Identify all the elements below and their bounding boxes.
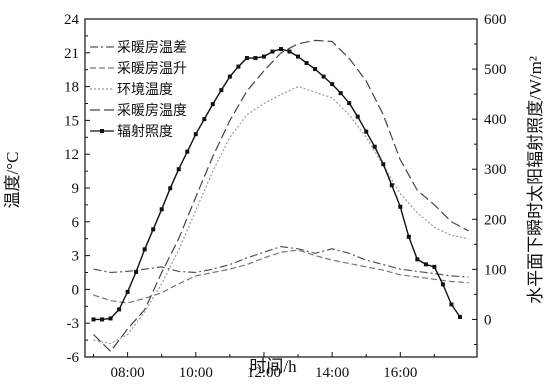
left-y-axis: -6 -3 0 3 6 9 12 15 18 21 24 [64,12,90,366]
series-5-marker [449,302,454,307]
y2-axis-title: 水平面下瞬时太阳辐射照度/W/m² [526,56,545,304]
x-tick-label: 14:00 [315,365,349,381]
legend-label: 采暖房温度 [117,103,187,119]
series-line-5 [93,48,461,321]
series-5-marker [117,307,122,312]
x-axis-title: 时间/h [249,357,297,376]
y-axis-title: 温度/°C [3,152,22,209]
series-5-marker [142,247,147,252]
x-tick-label: 12:00 [247,365,281,381]
series-5-marker [185,149,190,154]
series-5-marker [125,289,130,294]
series-5-marker [134,269,139,274]
series-5-marker [100,317,105,322]
legend-label: 采暖房温升 [117,61,187,77]
series-5-marker [176,167,181,172]
series-5-marker [355,114,360,119]
legend-label: 环境温度 [117,82,173,98]
x-tick-label: 16:00 [383,365,417,381]
series-5-marker [159,207,164,212]
left-tick-label: 0 [72,282,80,298]
series-5-marker [415,257,420,262]
series-5-marker [440,282,445,287]
left-tick-label: 18 [64,80,79,96]
series-5-marker [381,162,386,167]
left-tick-label: -3 [67,316,80,332]
series-5-marker [287,49,292,54]
series-5-marker [372,144,377,149]
legend-label: 辐射照度 [117,124,173,140]
series-5-marker [270,49,275,54]
left-tick-label: 21 [64,46,79,62]
legend-marker [100,129,104,133]
right-tick-label: 0 [484,312,492,328]
series-5-marker [244,56,249,61]
series-5-marker [108,316,113,321]
series-5-marker [296,54,301,59]
series-5-marker [279,47,283,52]
x-tick-label: 08:00 [111,365,145,381]
left-tick-label: 6 [72,215,80,231]
right-tick-label: 600 [484,12,507,28]
series-5-marker [347,101,352,106]
series-5-marker [253,56,258,61]
series-line-1 [93,245,469,278]
series-5-marker [168,186,173,191]
left-tick-label: 12 [64,147,79,163]
x-axis: 08:00 10:00 12:00 14:00 16:00 [93,352,435,381]
series-5-marker [261,54,266,59]
series-line-2 [93,249,469,304]
series-5-marker [457,314,462,319]
left-tick-label: 3 [72,249,80,265]
series-5-marker [219,88,224,93]
series-layer [91,39,469,353]
left-tick-label: 15 [64,113,79,129]
series-5-marker [91,317,96,322]
right-tick-label: 100 [484,262,507,278]
right-tick-label: 200 [484,212,507,228]
series-5-marker [202,117,207,122]
right-y-axis: 0 100 200 300 400 500 600 [472,12,507,345]
series-5-marker [151,227,156,232]
series-5-marker [432,264,437,269]
series-5-marker [389,183,394,188]
series-5-marker [304,61,309,66]
series-5-marker [398,204,403,209]
series-5-marker [406,234,411,239]
legend-label: 采暖房温差 [117,40,187,56]
series-5-marker [313,67,318,72]
series-5-marker [236,64,241,69]
left-tick-label: 9 [72,181,80,197]
series-5-marker [227,74,232,79]
x-tick-label: 10:00 [179,365,213,381]
series-5-marker [423,262,428,267]
left-tick-label: 24 [64,12,80,28]
series-5-marker [364,129,369,134]
series-5-marker [330,82,335,87]
series-line-3 [93,85,469,345]
series-5-marker [321,74,326,79]
series-5-marker [210,102,215,107]
right-tick-label: 500 [484,62,507,78]
series-5-marker [193,132,198,137]
right-tick-label: 400 [484,112,507,128]
right-tick-label: 300 [484,162,507,178]
series-5-marker [338,91,343,96]
series-line-4 [93,39,469,353]
left-tick-label: -6 [67,350,80,366]
